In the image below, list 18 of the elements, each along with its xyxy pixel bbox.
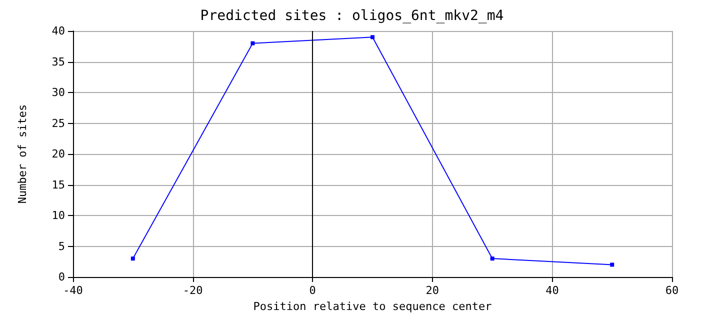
x-tick-label: -40 <box>63 284 83 297</box>
y-tick-label: 10 <box>52 209 65 222</box>
y-tick-label: 30 <box>52 86 65 99</box>
x-tick-label: 60 <box>665 284 679 297</box>
y-tick-label: 0 <box>58 270 65 284</box>
chart-title: Predicted sites : oligos_6nt_mkv2_m4 <box>200 8 504 24</box>
y-axis-title: Number of sites <box>16 104 29 204</box>
x-tick-label: 40 <box>546 284 559 297</box>
x-tick-label: 0 <box>309 284 316 297</box>
x-tick-label: 20 <box>426 284 440 297</box>
y-tick-label: 5 <box>58 240 65 253</box>
y-tick-label: 20 <box>52 148 65 160</box>
x-tick-label: -20 <box>182 284 203 297</box>
y-tick-label: 15 <box>52 178 65 192</box>
y-tick-label: 35 <box>52 55 65 68</box>
y-tick-label: 40 <box>52 24 65 38</box>
x-axis-title: Position relative to sequence center <box>253 300 492 313</box>
y-tick-label: 25 <box>52 116 65 130</box>
